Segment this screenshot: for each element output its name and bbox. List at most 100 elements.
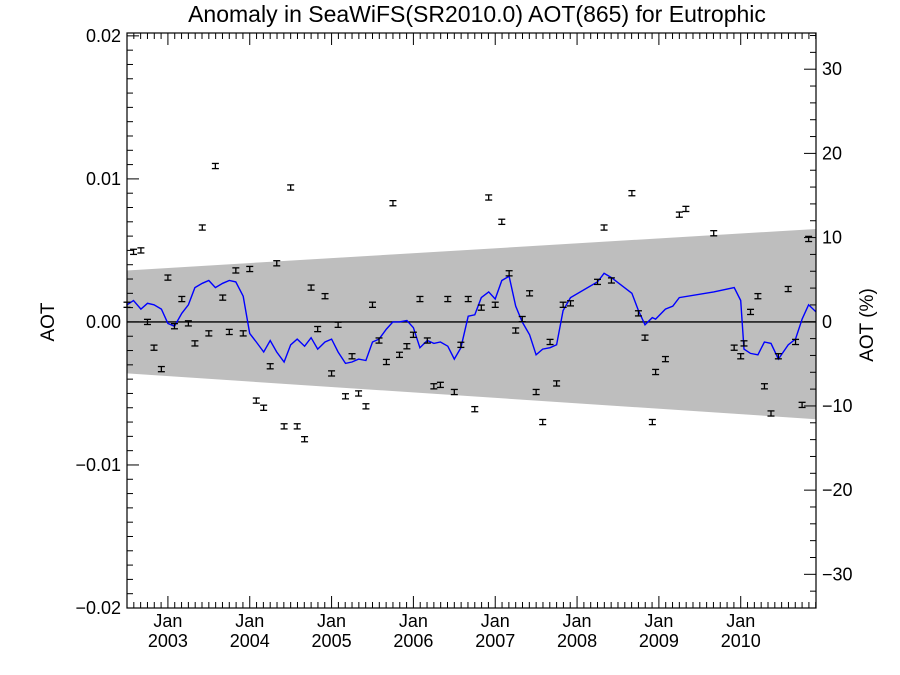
x-tick-label-year: 2006 [393,631,433,651]
x-tick-label-month: Jan [481,611,510,631]
data-point [553,380,561,387]
data-point [457,341,465,349]
data-point [491,301,499,308]
uncertainty-band [127,228,816,420]
chart-title: Anomaly in SeaWiFS(SR2010.0) AOT(865) fo… [188,1,766,27]
data-point [348,353,356,360]
x-tick-label-month: Jan [726,611,755,631]
data-point [436,381,444,389]
x-tick-label-month: Jan [399,611,428,631]
data-point [477,304,485,311]
plot-frame [126,32,817,609]
data-point [362,403,370,410]
data-point [314,325,322,333]
data-point [157,365,165,373]
data-point [321,292,329,300]
data-point [450,388,458,396]
data-point [328,370,336,377]
data-point [273,260,281,267]
x-tick-label-month: Jan [235,611,264,631]
x-tick-label-year: 2010 [721,631,761,651]
data-point [526,290,534,297]
data-point [661,355,669,363]
data-point [334,321,342,329]
data-point [164,274,172,281]
data-point [607,277,615,284]
data-point [710,230,718,237]
y-right-tick-label: 30 [822,59,842,79]
data-point [403,343,411,350]
data-point [307,284,315,291]
data-point [423,337,431,344]
data-point [559,301,567,308]
data-point [464,295,472,303]
data-point [211,162,219,170]
x-tick-label-month: Jan [317,611,346,631]
x-tick-label-year: 2004 [230,631,270,651]
data-point [137,247,145,254]
data-point [130,248,138,256]
data-point [301,435,309,443]
data-point [219,294,227,301]
data-point [198,224,206,231]
data-point [143,318,151,326]
y-right-tick-label: −30 [822,564,853,584]
y-left-tick-label: 0.01 [86,169,121,189]
data-point [747,308,755,316]
data-point [767,410,775,417]
data-point [652,368,660,376]
data-point [628,189,636,197]
data-point [205,330,213,337]
data-point [375,337,383,344]
y-right-tick-label: 10 [822,228,842,248]
y-right-tick-label: −20 [822,480,853,500]
data-point [355,390,363,397]
y-left-tick-label: −0.02 [75,598,121,618]
data-point [232,267,240,274]
data-point [774,353,782,360]
band-area [127,228,816,420]
data-point [368,301,376,308]
data-point [409,331,417,339]
data-point [634,310,642,317]
data-point [532,388,540,396]
data-point [505,270,513,277]
y-axis-label-left: AOT [38,302,59,341]
data-point [287,184,295,191]
data-point [191,340,199,347]
data-point [341,393,349,400]
data-point [740,340,748,347]
x-tick-label-year: 2009 [639,631,679,651]
data-point [648,418,656,426]
data-point [430,383,438,390]
data-point [382,358,390,366]
data-point [184,320,192,327]
x-tick-label-year: 2007 [475,631,515,651]
data-point [498,218,506,226]
y-left-tick-label: −0.01 [75,455,121,475]
x-tick-label-year: 2005 [312,631,352,651]
data-point [594,278,602,286]
data-point [512,327,520,334]
data-point [471,405,479,413]
data-point [150,344,158,351]
data-point [784,285,792,293]
x-tick-label-year: 2008 [557,631,597,651]
data-point [225,328,233,336]
y-axis-label-right: AOT (%) [857,288,878,362]
data-point [389,199,397,207]
y-right-tick-label: 0 [822,312,832,332]
anomaly-series-line [126,272,817,365]
data-point [798,401,806,409]
data-point [539,418,547,426]
series-polyline [126,272,817,365]
x-tick-label-month: Jan [644,611,673,631]
data-point [682,205,690,213]
data-point [730,344,738,351]
data-point [600,224,608,231]
data-point [546,338,554,346]
data-point [170,322,178,330]
x-tick-label-month: Jan [563,611,592,631]
x-tick-label-year: 2003 [148,631,188,651]
